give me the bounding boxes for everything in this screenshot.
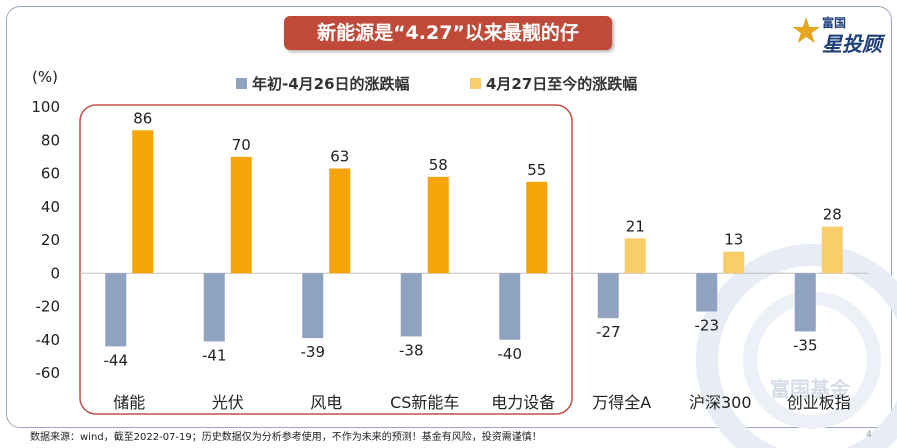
star-icon: ★ bbox=[790, 11, 823, 52]
data-label-series2: 28 bbox=[823, 206, 842, 224]
category-labels: 储能 光伏 风电 CS新能车 电力设备 万得全A 沪深300 创业板指 bbox=[113, 393, 851, 412]
data-label-series1: -23 bbox=[695, 316, 720, 334]
bar-series2 bbox=[230, 156, 252, 274]
y-tick-label: 80 bbox=[41, 131, 60, 149]
logo-main-text: 星投顾 bbox=[822, 32, 882, 56]
y-tick-label: -60 bbox=[36, 364, 61, 382]
bar-series1 bbox=[696, 273, 718, 312]
page-number: 4 bbox=[866, 430, 872, 440]
data-label-series2: 13 bbox=[724, 231, 743, 249]
category-label: 光伏 bbox=[212, 393, 244, 412]
data-label-series1: -41 bbox=[202, 346, 227, 364]
category-label: 沪深300 bbox=[689, 393, 752, 412]
y-tick-label: 0 bbox=[50, 264, 60, 282]
logo-top-text: 富国 bbox=[822, 16, 847, 30]
bar-series2 bbox=[723, 251, 745, 274]
bar-series2 bbox=[526, 181, 548, 274]
watermark-ring bbox=[696, 244, 897, 448]
bar-series2 bbox=[329, 168, 351, 274]
y-tick-label: 60 bbox=[41, 165, 60, 183]
legend-label: 4月27日至今的涨跌幅 bbox=[486, 75, 637, 93]
bar-series2 bbox=[821, 226, 843, 274]
category-label: 创业板指 bbox=[787, 393, 851, 412]
bar-series2 bbox=[132, 130, 154, 274]
bars bbox=[105, 130, 843, 347]
source-footnote: 数据来源：wind，截至2022-07-19；历史数据仅为分析参考使用，不作为未… bbox=[30, 432, 542, 443]
data-label-series2: 70 bbox=[232, 136, 251, 154]
data-label-series2: 63 bbox=[330, 148, 349, 166]
data-label-series2: 21 bbox=[626, 217, 645, 235]
data-label-series1: -35 bbox=[793, 336, 818, 354]
y-tick-label: -40 bbox=[36, 331, 61, 349]
bar-series2 bbox=[624, 238, 646, 274]
data-label-series2: 58 bbox=[429, 156, 448, 174]
bar-series1 bbox=[597, 273, 619, 319]
data-label-series1: -44 bbox=[104, 351, 129, 369]
data-label-series2: 55 bbox=[527, 161, 546, 179]
bar-series1 bbox=[203, 273, 225, 342]
legend-swatch bbox=[470, 78, 481, 89]
data-label-series2: 86 bbox=[133, 109, 152, 127]
y-axis-label: (%) bbox=[32, 68, 58, 86]
category-label: 储能 bbox=[113, 393, 145, 412]
y-ticks: -60 -40 -20 0 20 40 60 80 100 bbox=[31, 98, 60, 382]
data-label-series1: -39 bbox=[301, 343, 326, 361]
bar-series1 bbox=[105, 273, 127, 347]
bar-series1 bbox=[302, 273, 324, 339]
data-label-series1: -38 bbox=[399, 341, 424, 359]
y-tick-label: 100 bbox=[31, 98, 60, 116]
data-labels: -44 86 -41 70 -39 63 -38 58 -40 55 -27 21 -23 13 -35 28 bbox=[104, 109, 842, 369]
brand-logo: ★ 富国 星投顾 bbox=[790, 8, 885, 58]
legend-label: 年初-4月26日的涨跌幅 bbox=[252, 75, 410, 93]
category-label: 电力设备 bbox=[491, 393, 555, 412]
watermark-text: 富国基金 bbox=[770, 377, 851, 401]
y-tick-label: 20 bbox=[41, 231, 60, 249]
data-label-series1: -40 bbox=[498, 345, 523, 363]
category-label: 万得全A bbox=[592, 393, 651, 412]
bar-series1 bbox=[499, 273, 521, 340]
legend-swatch bbox=[236, 78, 247, 89]
legend: 年初-4月26日的涨跌幅 4月27日至今的涨跌幅 bbox=[236, 75, 637, 93]
page-title: 新能源是“4.27”以来最靓的仔 bbox=[284, 16, 612, 50]
highlight-box bbox=[79, 104, 573, 415]
bar-series1 bbox=[400, 273, 422, 337]
data-label-series1: -27 bbox=[596, 323, 621, 341]
category-label: 风电 bbox=[310, 393, 342, 412]
bar-series1 bbox=[794, 273, 816, 332]
y-tick-label: 40 bbox=[41, 198, 60, 216]
category-label: CS新能车 bbox=[390, 393, 459, 412]
y-tick-label: -20 bbox=[36, 298, 61, 316]
bar-series2 bbox=[427, 176, 449, 274]
